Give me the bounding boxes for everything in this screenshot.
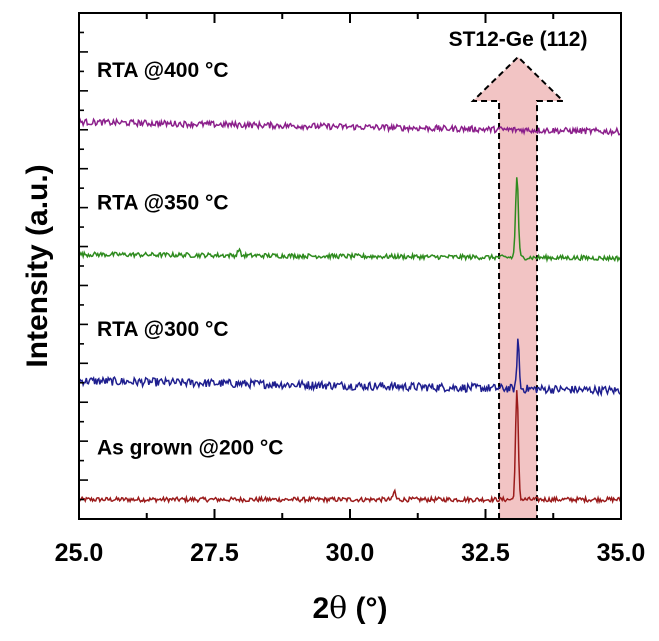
series-line-3: [78, 117, 622, 137]
series-label-1: RTA @300 °C: [97, 318, 229, 341]
peak-annotation: ST12-Ge (112): [449, 28, 588, 520]
x-axis-title-suffix: (°): [347, 592, 387, 625]
series-label-0: As grown @200 °C: [97, 437, 283, 460]
series-line-1: [78, 338, 622, 398]
series-label-2: RTA @350 °C: [97, 191, 229, 214]
x-axis-title-prefix: 2: [312, 592, 329, 625]
ticks-layer: 25.0 27.5 30.0 32.5 35.0: [55, 13, 646, 567]
x-tick-label-4: 35.0: [597, 539, 646, 567]
series-layer: As grown @200 °C RTA @300 °C RTA @350 °C RT…: [78, 59, 622, 505]
x-axis-title-symbol: θ: [329, 591, 347, 626]
series-line-2: [78, 177, 622, 263]
x-tick-label-2: 30.0: [326, 539, 375, 567]
annotation-label: ST12-Ge (112): [449, 28, 588, 51]
x-axis-title: 2θ (°): [312, 591, 387, 626]
y-axis-title: Intensity (a.u.): [21, 164, 54, 367]
series-line-0: [78, 390, 622, 505]
annotation-arrow: [470, 55, 566, 520]
series-label-3: RTA @400 °C: [97, 59, 229, 82]
x-tick-label-1: 27.5: [190, 539, 239, 567]
x-tick-label-0: 25.0: [55, 539, 104, 567]
x-tick-label-3: 32.5: [461, 539, 510, 567]
